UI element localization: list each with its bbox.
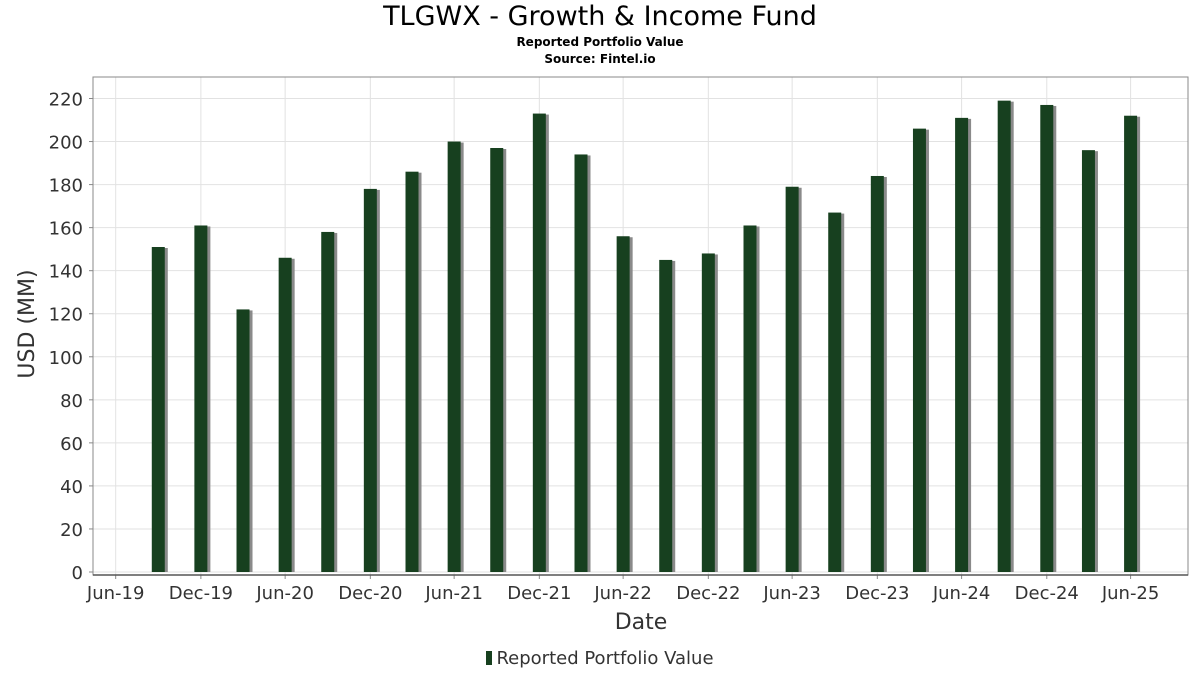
chart-source: Source: Fintel.io [544,52,656,66]
y-tick-label: 200 [49,133,83,154]
x-tick-label: Jun-24 [932,583,991,604]
legend-label: Reported Portfolio Value [496,648,714,669]
bar [870,175,884,572]
x-tick-label: Dec-21 [507,583,571,604]
y-tick-label: 160 [49,219,83,240]
bar [321,231,335,572]
bar [151,247,165,572]
chart-subtitle: Reported Portfolio Value [516,35,684,49]
grid [93,77,1188,575]
x-tick-label: Jun-19 [86,583,145,604]
bar [278,257,292,572]
bar [405,171,419,572]
bar [574,154,588,572]
x-tick-label: Dec-20 [338,583,402,604]
y-tick-label: 140 [49,262,83,283]
bar [532,113,546,572]
chart-title: TLGWX - Growth & Income Fund [383,1,817,32]
bar [490,148,504,573]
bar [955,117,969,572]
x-axis-label: Date [615,610,668,635]
legend: Reported Portfolio Value [0,648,1200,669]
y-tick-label: 0 [72,563,83,584]
plot-frame [92,76,1189,576]
bar [447,141,461,572]
bar [194,225,208,573]
y-tick-label: 60 [60,434,83,455]
y-tick-label: 120 [49,305,83,326]
bar [1124,115,1138,572]
bar [743,225,757,573]
bars [151,100,1141,573]
y-tick-label: 20 [60,520,83,541]
bar [997,100,1011,572]
bar [616,236,630,572]
axes [89,98,1188,579]
bar [785,186,799,573]
bar [701,253,715,573]
x-tick-label: Dec-23 [845,583,909,604]
x-tick-label: Jun-22 [593,583,652,604]
x-tick-label: Jun-20 [255,583,314,604]
bar [1040,104,1054,572]
y-tick-label: 40 [60,477,83,498]
y-tick-label: 100 [49,348,83,369]
bar [1081,150,1095,572]
legend-swatch [486,651,493,665]
x-tick-label: Jun-25 [1101,583,1160,604]
bar [912,128,926,572]
x-tick-label: Jun-23 [762,583,821,604]
bar [828,212,842,573]
y-tick-label: 180 [49,176,83,197]
y-tick-label: 220 [49,90,83,111]
x-tick-label: Jun-21 [424,583,483,604]
y-axis-label: USD (MM) [15,269,40,378]
bar [659,259,673,572]
x-tick-label: Dec-19 [169,583,233,604]
bar [363,188,377,573]
x-tick-label: Dec-24 [1015,583,1079,604]
tick-labels: 0 20 40 60 80 100 120 140 160 180 200 220 Jun-19 Dec-… [49,90,1160,605]
y-tick-label: 80 [60,391,83,412]
bar [236,309,250,572]
x-tick-label: Dec-22 [676,583,740,604]
